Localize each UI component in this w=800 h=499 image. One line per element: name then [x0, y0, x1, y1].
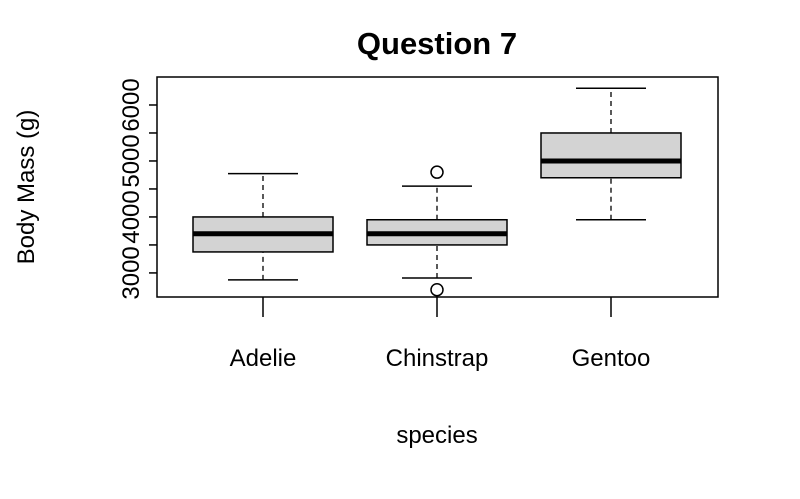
x-tick-label: Adelie [230, 345, 297, 372]
y-tick-label: 3000 [118, 246, 145, 299]
box [540, 132, 682, 179]
y-tick-label: 4000 [118, 190, 145, 243]
x-tick-label: Gentoo [572, 345, 651, 372]
outlier [430, 165, 444, 179]
chart-title: Question 7 [357, 26, 517, 61]
y-tick-label: 5000 [118, 134, 145, 187]
y-axis-label: Body Mass (g) [13, 110, 40, 265]
x-tick-label: Chinstrap [386, 345, 489, 372]
outlier [430, 282, 444, 297]
x-axis-label: species [396, 422, 477, 449]
y-tick-label: 6000 [118, 78, 145, 131]
